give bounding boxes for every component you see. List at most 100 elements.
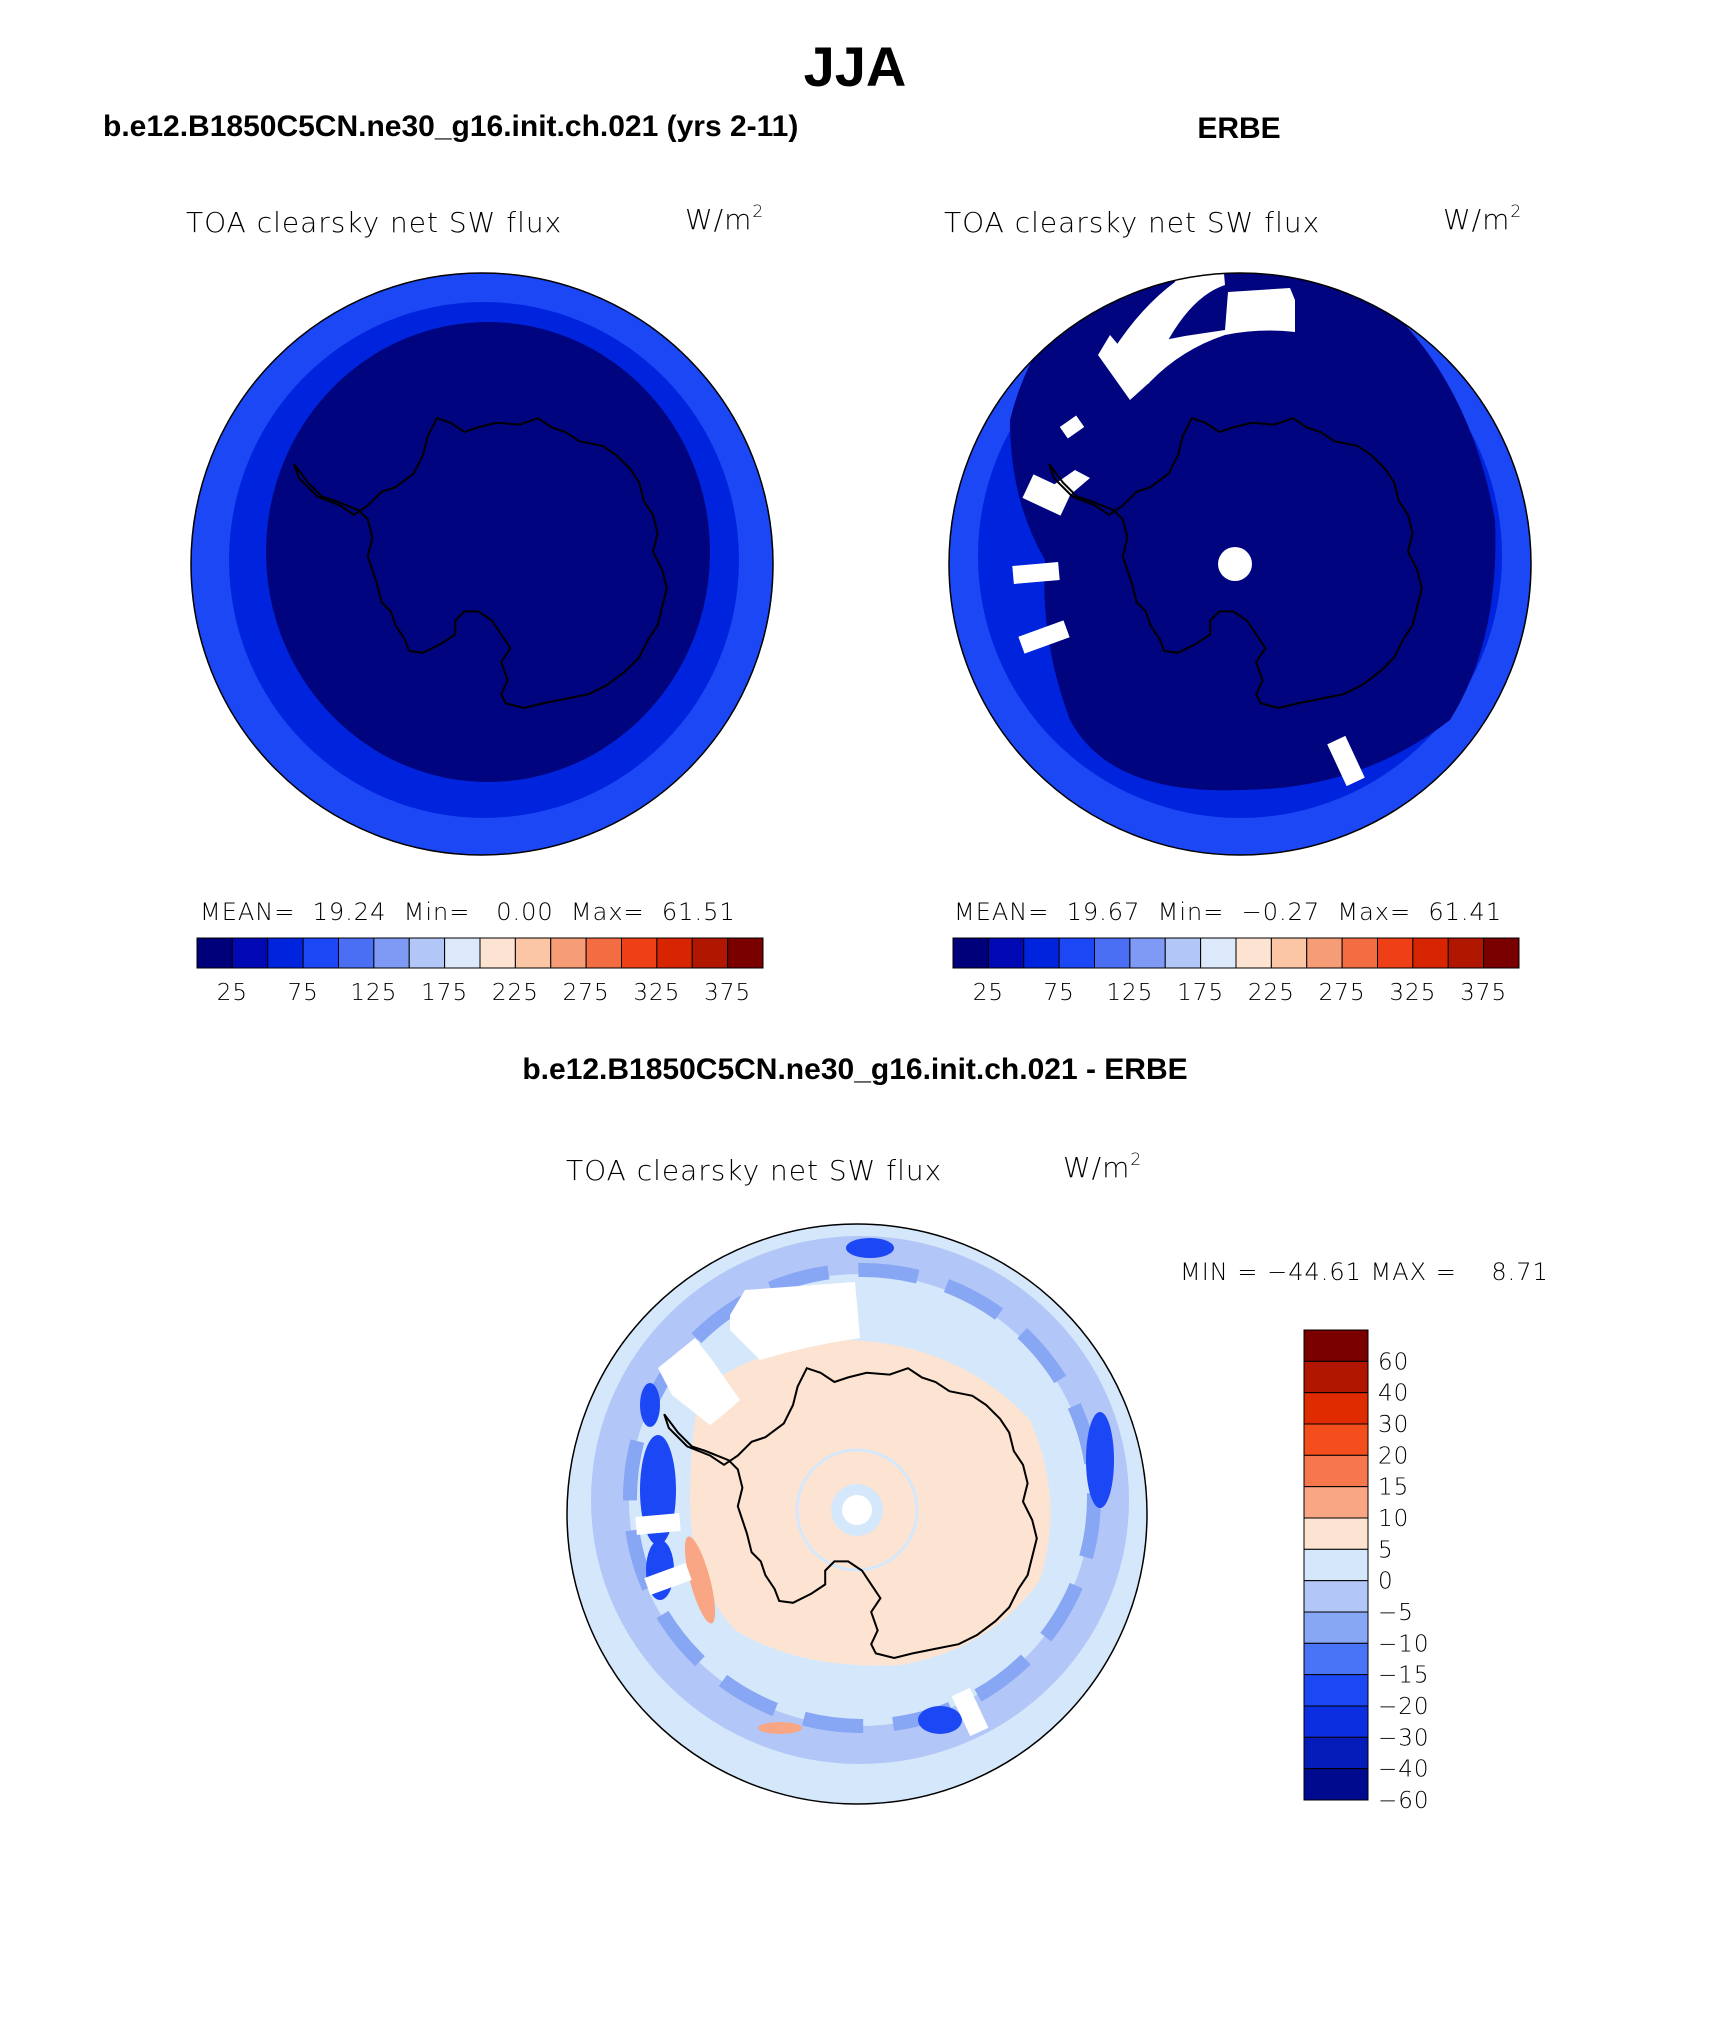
colorbar-swatch [1303, 1548, 1369, 1582]
units-exponent: 2 [752, 202, 765, 222]
colorbar-tick-label: 125 [350, 980, 397, 1006]
colorbar-swatch [1412, 937, 1449, 969]
panel-variable-diff: TOA clearsky net SW flux [566, 1154, 943, 1187]
stats-model: MEAN= 19.24 Min= 0.00 Max= 61.51 [200, 898, 736, 926]
colorbar-swatch [267, 937, 304, 969]
colorbar-swatch [585, 937, 622, 969]
colorbar-swatch [656, 937, 693, 969]
colorbar-tick-label: 25 [973, 980, 1004, 1006]
colorbar-tick-label: 175 [421, 980, 468, 1006]
colorbar-tick-label: 325 [1389, 980, 1436, 1006]
units-text: W/m [1063, 1151, 1131, 1184]
colorbar-tick-label: −15 [1378, 1663, 1430, 1689]
main-title: JJA [803, 35, 907, 98]
stat-mean-label: MEAN= [954, 898, 1050, 926]
panel-variable-model: TOA clearsky net SW flux [186, 206, 563, 239]
colorbar-tick-label: −10 [1378, 1631, 1430, 1657]
panel-variable-obs: TOA clearsky net SW flux [944, 206, 1321, 239]
colorbar-swatch [621, 937, 658, 969]
stats-diff-minmax: MIN = −44.61 MAX = 8.71 [1180, 1258, 1549, 1286]
missing-data-sectors [1012, 273, 1365, 787]
colorbar-tick-label: 125 [1106, 980, 1153, 1006]
colorbar-swatch [302, 937, 339, 969]
colorbar-tick-label: −20 [1378, 1694, 1430, 1720]
diff-positive-patches [684, 1536, 802, 1734]
colorbar-tick-label: 375 [1460, 980, 1507, 1006]
diff-inner-ring [795, 1448, 919, 1572]
stat-min: −0.27 [1241, 898, 1321, 926]
colorbar-tick-label: 275 [563, 980, 610, 1006]
colorbar-tick-label: 5 [1378, 1537, 1394, 1563]
stats-obs: MEAN= 19.67 Min= −0.27 Max= 61.41 [954, 898, 1502, 926]
stat-max: 61.51 [661, 898, 736, 926]
colorbar-swatch [987, 937, 1025, 969]
colorbar-swatch [373, 937, 410, 969]
colorbar-swatch [1303, 1642, 1369, 1676]
colorbar-tick-label: −30 [1378, 1725, 1430, 1751]
colorbar-swatch [1303, 1674, 1369, 1707]
colorbar-tick-label: 225 [1248, 980, 1295, 1006]
map-obs-border [948, 272, 1532, 856]
colorbar-swatch [1483, 937, 1520, 969]
colorbar-swatch [1303, 1705, 1369, 1738]
colorbar-tick-label: 60 [1378, 1349, 1409, 1375]
missing-data-sectors [635, 1282, 989, 1737]
colorbar-tick-label: 175 [1177, 980, 1224, 1006]
map-model-inner-region [266, 322, 710, 782]
colorbar-model: 25 75 125 175 225 275 325 375 [196, 937, 764, 1006]
stat-mean: 19.24 [312, 898, 387, 926]
colorbar-obs: 25 75 125 175 225 275 325 375 [952, 937, 1520, 1006]
colorbar-swatch [1303, 1580, 1369, 1613]
colorbar-tick-label: 75 [287, 980, 318, 1006]
colorbar-tick-label: −5 [1378, 1600, 1414, 1626]
panel-heading-obs: ERBE [1197, 112, 1281, 145]
colorbar-swatch [1094, 937, 1131, 969]
colorbar-swatch [408, 937, 446, 969]
colorbar-tick-label: 40 [1378, 1381, 1409, 1407]
stat-mean-label: MEAN= [200, 898, 296, 926]
colorbar-tick-label: 30 [1378, 1412, 1409, 1438]
stat-max: 61.41 [1428, 898, 1503, 926]
colorbar-swatch [691, 937, 729, 969]
stat-min-label: Min= [1157, 898, 1225, 926]
units-exponent: 2 [1130, 1150, 1143, 1170]
colorbar-tick-label: 225 [492, 980, 539, 1006]
colorbar-swatch [550, 937, 587, 969]
colorbar-tick-label: 325 [633, 980, 680, 1006]
colorbar-swatch [338, 937, 375, 969]
colorbar-swatch [1303, 1360, 1369, 1394]
colorbar-swatch [952, 937, 989, 969]
colorbar-tick-label: 25 [217, 980, 248, 1006]
colorbar-swatch [1164, 937, 1202, 969]
colorbar-tick-label: −40 [1378, 1757, 1430, 1783]
map-model [190, 272, 774, 856]
colorbar-swatch [1303, 1423, 1369, 1456]
panel-units-model: W/m2 [685, 202, 764, 236]
colorbar-swatch [1306, 937, 1343, 969]
stat-min-label: Min= [403, 898, 471, 926]
panel-heading-diff: b.e12.B1850C5CN.ne30_g16.init.ch.021 - E… [522, 1053, 1188, 1086]
stat-mean: 19.67 [1066, 898, 1141, 926]
colorbar-swatch [1200, 937, 1237, 969]
colorbar-tick-label: 75 [1043, 980, 1074, 1006]
colorbar-swatch [479, 937, 516, 969]
colorbar-swatch [1303, 1736, 1369, 1770]
colorbar-swatch [1303, 1329, 1369, 1362]
colorbar-swatch [1303, 1486, 1369, 1519]
map-diff-border [566, 1223, 1148, 1805]
panel-heading-model: b.e12.B1850C5CN.ne30_g16.init.ch.021 (yr… [103, 110, 799, 143]
colorbar-tick-label: 375 [704, 980, 751, 1006]
colorbar-swatch [231, 937, 269, 969]
colorbar-swatch [1377, 937, 1414, 969]
colorbar-swatch [1303, 1392, 1369, 1425]
colorbar-swatch [196, 937, 233, 969]
colorbar-tick-label: 0 [1378, 1569, 1394, 1595]
colorbar-swatch [727, 937, 764, 969]
colorbar-tick-label: 10 [1378, 1506, 1409, 1532]
colorbar-swatch [1303, 1517, 1369, 1550]
colorbar-swatch [1270, 937, 1308, 969]
stat-max-label: Max= [1337, 898, 1412, 926]
colorbar-swatch [444, 937, 481, 969]
colorbar-tick-label: 275 [1319, 980, 1366, 1006]
